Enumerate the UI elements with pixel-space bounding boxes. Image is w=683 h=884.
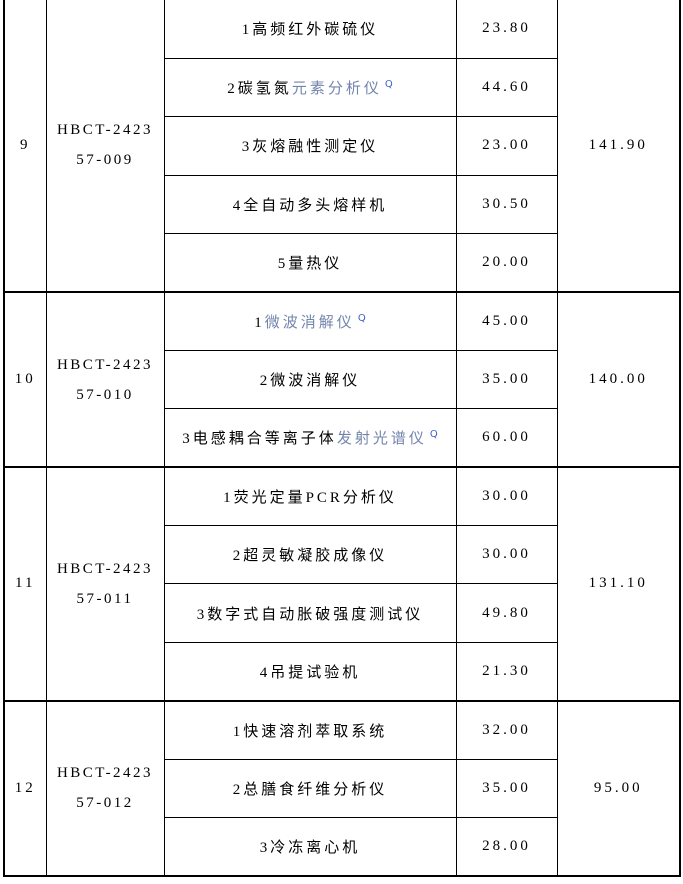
item-name-text: 3冷冻离心机 [259, 839, 361, 856]
item-value-cell: 44.60 [455, 57, 558, 118]
group-code-cell: HBCT-2423 57-011 [45, 466, 165, 702]
item-value-cell: 30.00 [455, 466, 558, 527]
group-code-cell: HBCT-2423 57-012 [45, 699, 165, 877]
code-line: HBCT-2423 [56, 122, 154, 139]
group-total-cell: 95.00 [556, 699, 681, 877]
group-total-cell: 140.00 [556, 290, 681, 468]
item-name-cell: 2总膳食纤维分析仪 [163, 758, 457, 818]
search-icon[interactable]: Q [384, 79, 393, 91]
item-name-cell: 3数字式自动胀破强度测试仪 [163, 583, 457, 643]
item-name-text: 2超灵敏凝胶成像仪 [232, 548, 388, 565]
table-row: 12 HBCT-2423 57-012 1快速溶剂萃取系统 32.00 95.00 [3, 699, 681, 877]
item-name-cell: 2微波消解仪 [163, 349, 457, 410]
table-row: 10 HBCT-2423 57-010 1微波消解仪 Q 45.00 140.00 [3, 290, 681, 468]
item-name-cell: 4吊提试验机 [163, 641, 457, 702]
table-row: 4吊提试验机 21.30 [4, 641, 680, 702]
item-name-cell: 4全自动多头熔样机 [163, 174, 457, 235]
table-row: 3冷冻离心机 28.00 [4, 816, 680, 877]
item-name-cell: 5量热仪 [163, 233, 457, 293]
group-total-cell: 141.90 [556, 0, 681, 293]
code-line: HBCT-2423 [56, 560, 154, 577]
item-link-text[interactable]: 微波消解仪 [264, 314, 355, 331]
item-name-cell: 1微波消解仪 Q [163, 290, 457, 351]
item-value-cell: 35.00 [455, 349, 558, 410]
item-name-cell: 3电感耦合等离子体发射光谱仪 Q [163, 408, 457, 468]
group-code-cell: HBCT-2423 57-010 [45, 290, 165, 468]
item-value-cell: 23.00 [455, 116, 558, 176]
item-value-cell: 30.50 [455, 174, 558, 235]
item-value-cell: 32.00 [455, 699, 558, 760]
item-value-cell: 21.30 [455, 641, 558, 702]
table-row: 3电感耦合等离子体发射光谱仪 Q 60.00 [4, 408, 680, 468]
item-link-text[interactable]: 发射光谱仪 [336, 431, 427, 448]
group-index-cell: 11 [3, 466, 47, 702]
item-name-text: 2总膳食纤维分析仪 [232, 781, 388, 798]
code-line: HBCT-2423 [56, 356, 154, 373]
item-value-cell: 49.80 [455, 583, 558, 643]
item-name-text: 3数字式自动胀破强度测试仪 [196, 606, 424, 623]
item-name-cell: 2碳氢氮元素分析仪 Q [163, 57, 457, 118]
item-name-text: 1荧光定量PCR分析仪 [223, 490, 397, 507]
table-row: 9 HBCT-2423 57-009 1高频红外碳硫仪 23.80 141.90 [3, 0, 681, 293]
group-index-cell: 9 [3, 0, 47, 293]
table-row: 3灰熔融性测定仪 23.00 [4, 116, 680, 176]
procurement-table: 9 HBCT-2423 57-009 1高频红外碳硫仪 23.80 141.90 2碳氢氮元… [3, 0, 681, 877]
item-name-text: 4全自动多头熔样机 [232, 197, 388, 214]
item-value-cell: 45.00 [455, 290, 558, 351]
item-value-cell: 35.00 [455, 758, 558, 818]
code-line: 57-010 [76, 386, 134, 403]
item-name-text: 2微波消解仪 [259, 373, 361, 390]
search-icon[interactable]: Q [357, 312, 366, 324]
procurement-table-body: 9 HBCT-2423 57-009 1高频红外碳硫仪 23.80 141.90 2碳氢氮元… [3, 0, 681, 877]
table-row: 11 HBCT-2423 57-011 1荧光定量PCR分析仪 30.00 131.10 [3, 466, 681, 702]
item-name-text: 1高频红外碳硫仪 [241, 22, 379, 39]
group-index-cell: 10 [3, 290, 47, 468]
group-index-cell: 12 [3, 699, 47, 877]
item-name-cell: 3灰熔融性测定仪 [163, 116, 457, 176]
item-value-cell: 60.00 [455, 408, 558, 468]
item-name-text: 1 [254, 314, 265, 331]
item-value-cell: 23.80 [455, 0, 558, 59]
item-name-text: 1快速溶剂萃取系统 [232, 723, 388, 740]
item-name-cell: 3冷冻离心机 [163, 816, 457, 877]
item-name-text: 4吊提试验机 [259, 664, 361, 681]
item-link-text[interactable]: 元素分析仪 [291, 81, 382, 98]
table-row: 2总膳食纤维分析仪 35.00 [4, 758, 680, 818]
code-line: 57-009 [76, 152, 134, 169]
item-name-text: 2碳氢氮 [227, 81, 292, 98]
item-name-text: 3电感耦合等离子体 [182, 431, 337, 448]
item-name-text: 3灰熔融性测定仪 [241, 139, 379, 156]
item-value-cell: 30.00 [455, 525, 558, 585]
group-code-cell: HBCT-2423 57-009 [45, 0, 165, 293]
item-value-cell: 28.00 [455, 816, 558, 877]
code-line: HBCT-2423 [56, 765, 154, 782]
item-name-text: 5量热仪 [277, 256, 343, 272]
item-value-cell: 20.00 [455, 233, 558, 293]
code-line: 57-012 [76, 795, 134, 812]
item-name-cell: 2超灵敏凝胶成像仪 [163, 525, 457, 585]
table-row: 2碳氢氮元素分析仪 Q 44.60 [4, 57, 680, 118]
item-name-cell: 1高频红外碳硫仪 [163, 0, 457, 59]
group-total-cell: 131.10 [556, 466, 681, 702]
search-icon[interactable]: Q [429, 429, 438, 441]
code-line: 57-011 [76, 590, 134, 607]
item-name-cell: 1荧光定量PCR分析仪 [163, 466, 457, 527]
table-row: 2微波消解仪 35.00 [4, 349, 680, 410]
table-row: 4全自动多头熔样机 30.50 [4, 174, 680, 235]
item-name-cell: 1快速溶剂萃取系统 [163, 699, 457, 760]
